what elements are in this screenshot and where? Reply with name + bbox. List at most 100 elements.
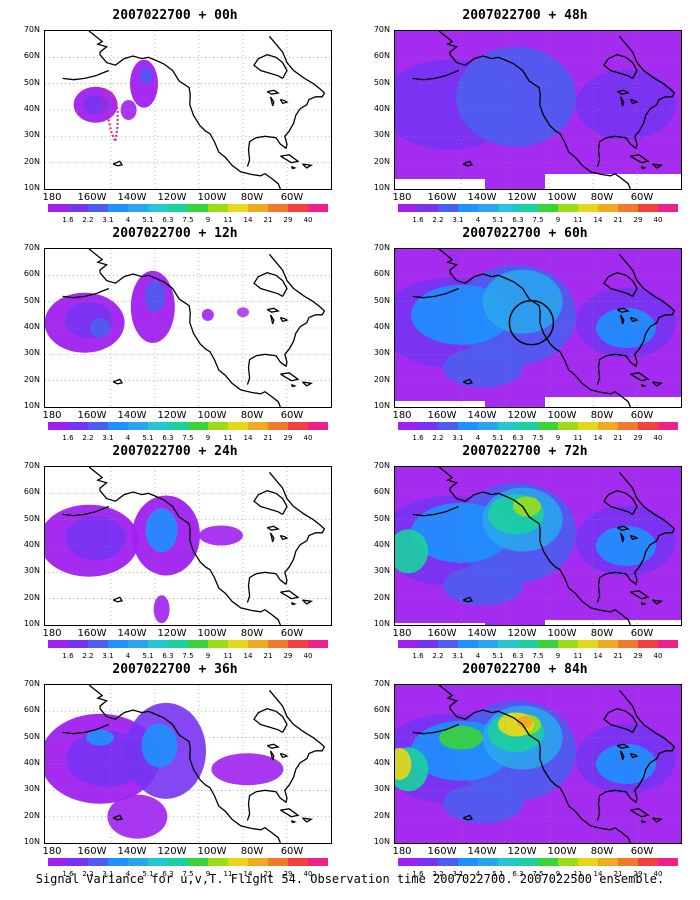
variance-field xyxy=(395,249,681,407)
lon-tick-label: 100W xyxy=(547,846,577,857)
colorbar-swatch xyxy=(658,858,678,866)
colorbar-label: 11 xyxy=(223,216,233,224)
lat-tick-label: 20N xyxy=(23,592,40,602)
colorbar-swatch xyxy=(68,858,88,866)
colorbar-swatch xyxy=(538,422,558,430)
lat-tick-label: 50N xyxy=(373,731,390,741)
colorbar-label: 2.2 xyxy=(82,652,94,660)
colorbar-swatch xyxy=(438,858,458,866)
lon-tick-label: 100W xyxy=(197,628,227,639)
lat-tick-label: 20N xyxy=(23,374,40,384)
panel-title: 2007022700 + 72h xyxy=(462,444,588,459)
colorbar xyxy=(48,858,328,866)
colorbar-swatch xyxy=(68,640,88,648)
lat-tick-label: 20N xyxy=(373,374,390,384)
colorbar-swatch xyxy=(418,204,438,212)
lon-tick-label: 160W xyxy=(427,628,457,639)
map-svg xyxy=(45,467,331,625)
lon-tick-label: 80W xyxy=(240,192,264,203)
lon-tick-label: 60W xyxy=(630,628,654,639)
colorbar-swatch xyxy=(148,204,168,212)
lat-tick-label: 10N xyxy=(23,619,40,628)
lat-tick-label: 10N xyxy=(373,619,390,628)
variance-field xyxy=(45,495,243,624)
lat-tick-label: 10N xyxy=(23,401,40,410)
colorbar-label: 29 xyxy=(283,434,293,442)
lat-tick-label: 40N xyxy=(373,322,390,331)
colorbar-swatch xyxy=(288,640,308,648)
lat-tick-label: 30N xyxy=(373,566,390,576)
colorbar-label: 4 xyxy=(125,870,131,878)
colorbar-swatch xyxy=(618,204,638,212)
colorbar-label: 4 xyxy=(125,652,131,660)
colorbar-swatch xyxy=(478,422,498,430)
lat-tick-label: 70N xyxy=(23,461,40,470)
colorbar-swatch xyxy=(578,640,598,648)
lon-tick-label: 80W xyxy=(240,628,264,639)
colorbar-swatch xyxy=(308,204,328,212)
colorbar-label: 21 xyxy=(613,652,623,660)
colorbar-swatch xyxy=(558,204,578,212)
lon-tick-label: 60W xyxy=(280,192,304,203)
colorbar-swatch xyxy=(638,640,658,648)
lon-tick-label: 160W xyxy=(427,192,457,203)
lon-tick-label: 80W xyxy=(590,410,614,421)
lat-tick-label: 50N xyxy=(373,295,390,305)
colorbar-label: 5.1 xyxy=(142,216,154,224)
lat-tick-label: 50N xyxy=(373,513,390,523)
lat-tick-label: 50N xyxy=(373,77,390,87)
colorbar-label: 11 xyxy=(223,434,233,442)
lon-tick-label: 60W xyxy=(630,846,654,857)
colorbar-swatch xyxy=(558,858,578,866)
lon-tick-label: 60W xyxy=(280,628,304,639)
colorbar-swatch xyxy=(88,858,108,866)
lon-tick-label: 60W xyxy=(630,192,654,203)
colorbar-swatch xyxy=(558,422,578,430)
colorbar-swatch xyxy=(48,204,68,212)
lat-tick-label: 40N xyxy=(23,758,40,767)
lon-tick-label: 80W xyxy=(240,846,264,857)
colorbar-swatch xyxy=(128,640,148,648)
colorbar-label: 40 xyxy=(303,216,313,224)
map-plot-area xyxy=(394,30,682,190)
colorbar-label: 29 xyxy=(283,870,293,878)
lat-tick-label: 10N xyxy=(23,183,40,192)
colorbar-swatch xyxy=(88,204,108,212)
colorbar-label: 14 xyxy=(243,434,253,442)
lon-tick-label: 180 xyxy=(392,628,412,639)
colorbar-label: 5.1 xyxy=(492,870,504,878)
lon-tick-label: 180 xyxy=(42,846,62,857)
lat-tick-label: 10N xyxy=(373,183,390,192)
lon-tick-label: 140W xyxy=(467,628,497,639)
lat-tick-label: 50N xyxy=(23,295,40,305)
colorbar-label: 11 xyxy=(223,652,233,660)
colorbar-label: 11 xyxy=(573,870,583,878)
colorbar-swatch xyxy=(288,204,308,212)
colorbar xyxy=(48,204,328,212)
colorbar-swatch xyxy=(438,640,458,648)
colorbar-swatch xyxy=(188,858,208,866)
map-svg xyxy=(395,685,681,843)
lon-tick-label: 140W xyxy=(117,410,147,421)
colorbar-swatch xyxy=(458,858,478,866)
colorbar-swatch xyxy=(498,858,518,866)
lon-tick-label: 80W xyxy=(590,846,614,857)
colorbar-swatch xyxy=(418,422,438,430)
colorbar-swatch xyxy=(188,204,208,212)
lon-tick-label: 140W xyxy=(117,628,147,639)
colorbar-swatch xyxy=(618,640,638,648)
colorbar-label: 14 xyxy=(593,652,603,660)
lon-tick-label: 160W xyxy=(427,846,457,857)
colorbar-swatch xyxy=(268,204,288,212)
colorbar-swatch xyxy=(228,858,248,866)
colorbar-label: 2.2 xyxy=(432,870,444,878)
lat-tick-label: 70N xyxy=(373,243,390,252)
coastline xyxy=(412,31,676,189)
colorbar-label: 21 xyxy=(613,216,623,224)
colorbar-label: 14 xyxy=(243,652,253,660)
colorbar-swatch xyxy=(48,640,68,648)
colorbar-label: 6.3 xyxy=(512,216,524,224)
lon-tick-label: 120W xyxy=(157,410,187,421)
colorbar-label: 29 xyxy=(633,870,643,878)
panel-title: 2007022700 + 36h xyxy=(112,662,238,677)
